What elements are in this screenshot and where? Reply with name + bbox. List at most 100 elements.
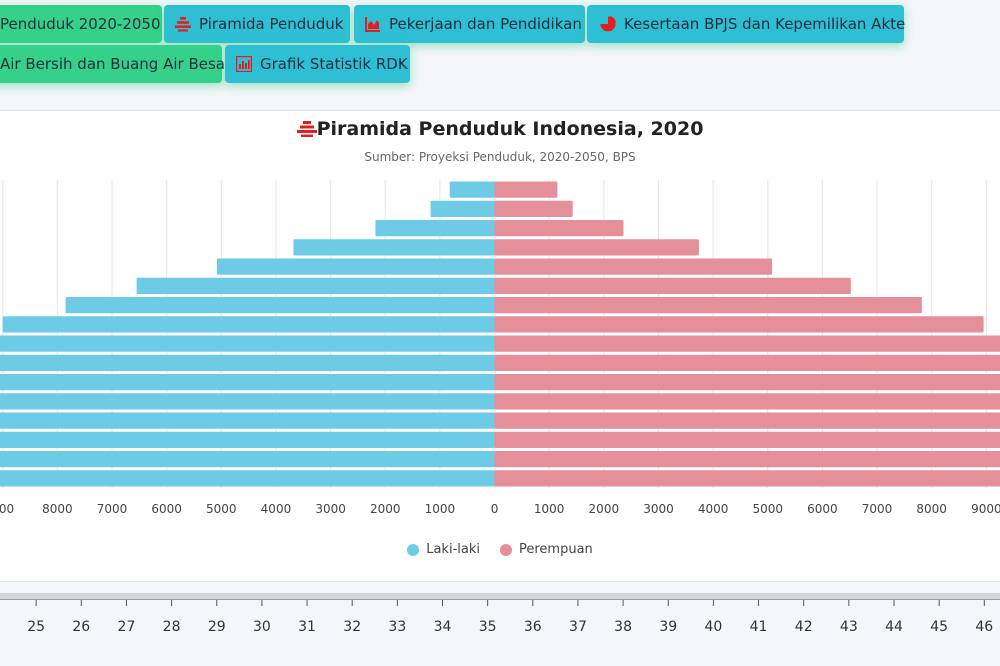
legend-item-laki-laki[interactable]: Laki-laki [407,542,480,557]
bar-perempuan [494,181,558,198]
timeline-track[interactable] [0,593,1000,599]
tab-penduduk[interactable]: Penduduk 2020-2050 [0,5,162,43]
legend-dot-laki-laki [407,543,420,556]
bar-perempuan [494,470,1000,487]
x-tick-label: 8000 [916,502,947,516]
bar-laki-laki [375,220,495,237]
bar-laki-laki [293,239,495,256]
bar-perempuan [494,335,1000,352]
population-pyramid-chart: 000 8000 7000 6000 5000 4000 3000 2000 1000 0 1000… [0,180,1000,516]
ruler-label: 26 [72,619,90,635]
bar-laki-laki [216,258,495,275]
ruler-label: 34 [434,619,452,635]
bar-perempuan [494,239,699,256]
tab-label: Piramida Penduduk [199,15,344,33]
bar-laki-laki [0,354,495,371]
pie-chart-icon [600,16,616,32]
bar-laki-laki [0,470,495,487]
x-tick-label: 4000 [698,502,729,516]
tab-label: Kesertaan BPJS dan Kepemilikan Akte [624,15,906,33]
legend-dot-perempuan [499,543,512,556]
pyramid-icon [175,17,191,32]
ruler-label: 41 [750,619,768,635]
x-tick-label: 8000 [42,502,73,516]
ruler-label: 40 [704,619,722,635]
tab-pekerjaan[interactable]: Pekerjaan dan Pendidikan [354,5,585,43]
ruler-label: 46 [975,619,993,635]
bar-laki-laki [430,200,495,217]
ruler-label: 33 [388,619,406,635]
tab-label: Air Bersih dan Buang Air Besar [0,55,232,73]
bar-laki-laki [2,316,495,333]
x-tick-label: 7000 [862,502,893,516]
bar-perempuan [494,258,773,275]
bar-laki-laki [0,451,495,468]
x-tick-label: 6000 [151,502,182,516]
bar-laki-laki [136,277,495,294]
bar-perempuan [494,431,1000,448]
chart-title-text: Piramida Penduduk Indonesia, 2020 [316,118,704,140]
tab-label: Penduduk 2020-2050 [0,15,161,33]
area-chart-icon [365,17,380,32]
ruler-label: 39 [659,619,677,635]
tab-bpjs[interactable]: Kesertaan BPJS dan Kepemilikan Akte [587,5,906,43]
x-tick-label: 2000 [589,502,620,516]
tab-air-bersih[interactable]: Air Bersih dan Buang Air Besar [0,45,231,83]
bar-laki-laki [449,181,495,198]
ruler-label: 38 [614,619,632,635]
chart-subtitle: Sumber: Proyeksi Penduduk, 2020-2050, BP… [364,150,636,164]
x-tick-label: 7000 [97,502,128,516]
timeline-ruler[interactable]: 25 26 27 28 29 30 31 32 33 34 35 36 37 38 39 40 41 42 43 44… [0,599,1000,666]
legend-label: Perempuan [518,542,593,557]
ruler-label: 36 [524,619,542,635]
bar-perempuan [494,412,1000,429]
bar-perempuan [494,277,851,294]
timeline-area [0,588,1000,666]
x-tick-label: 9000 [971,502,1000,516]
x-tick-label: 3000 [315,502,346,516]
tab-label: Grafik Statistik RDK [260,55,408,73]
x-tick-label: 1000 [534,502,565,516]
bar-laki-laki [0,374,495,391]
bar-perempuan [494,451,1000,468]
ruler-label: 31 [298,619,316,635]
chart-legend: Laki-laki Perempuan [0,542,1000,557]
ruler-label: 30 [253,619,271,635]
legend-item-perempuan[interactable]: Perempuan [499,542,593,557]
ruler-label: 29 [208,619,226,635]
ruler-label: 43 [840,619,858,635]
legend-label: Laki-laki [426,542,480,557]
chart-title: Piramida Penduduk Indonesia, 2020 [0,118,1000,140]
bar-perempuan [494,200,573,217]
bar-laki-laki [0,412,495,429]
ruler-label: 44 [885,619,903,635]
x-tick-label: 1000 [425,502,456,516]
series-perempuan [494,181,1000,487]
pyramid-icon [296,121,317,137]
ruler-label: 42 [795,619,813,635]
bar-perempuan [494,393,1000,410]
series-laki-laki [0,181,495,487]
ruler-label: 45 [930,619,948,635]
x-tick-label: 6000 [807,502,838,516]
bar-perempuan [494,220,624,237]
x-tick-label: 3000 [643,502,674,516]
x-tick-label: 4000 [261,502,292,516]
bar-perempuan [494,297,922,314]
x-tick-label: 5000 [752,502,783,516]
tab-piramida[interactable]: Piramida Penduduk [164,5,350,43]
ruler-label: 32 [343,619,361,635]
ruler-label: 35 [479,619,497,635]
tab-label: Pekerjaan dan Pendidikan [389,15,582,33]
tab-bar: Penduduk 2020-2050 Piramida Penduduk Pek… [0,0,1000,90]
bar-perempuan [494,316,984,333]
bar-chart-icon [236,56,252,72]
x-tick-label: 0 [491,502,499,516]
bar-laki-laki [0,335,495,352]
bar-perempuan [494,354,1000,371]
bar-perempuan [494,374,1000,391]
bar-laki-laki [0,431,495,448]
ruler-label: 25 [27,619,45,635]
tab-grafik-rdk[interactable]: Grafik Statistik RDK [225,45,410,83]
bar-laki-laki [65,297,495,314]
